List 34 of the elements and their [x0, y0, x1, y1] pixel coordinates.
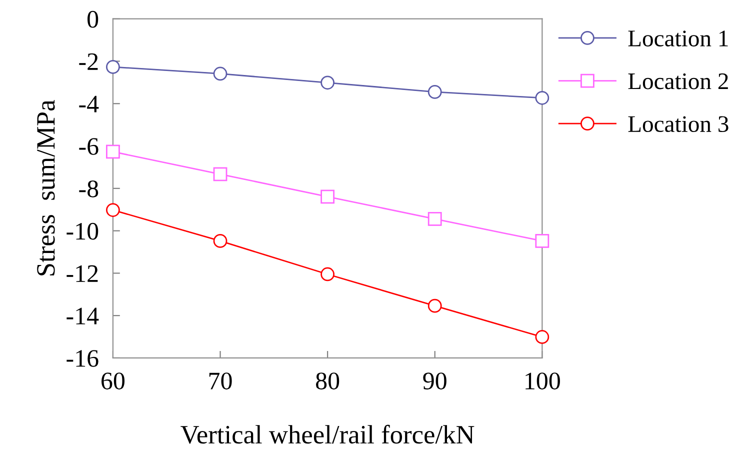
x-axis-title: Vertical wheel/rail force/kN — [180, 424, 474, 444]
x-tick-label: 60 — [102, 372, 124, 390]
legend-label: Location 3 — [628, 116, 728, 132]
point — [535, 90, 550, 105]
point — [535, 330, 550, 344]
x-tick-label: 70 — [209, 372, 232, 390]
y-tick-label: -10 — [66, 222, 98, 240]
y-tick-label: -14 — [66, 308, 99, 324]
y-tick-label: -12 — [66, 265, 98, 282]
y-tick-label: -6 — [79, 138, 98, 155]
legend-label: Location 1 — [628, 30, 728, 46]
y-axis-title: Stress sum/MPa — [37, 100, 55, 276]
y-tick-label: -16 — [66, 350, 98, 367]
y-tick-label: 0 — [88, 10, 98, 28]
x-tick-label: 90 — [423, 372, 446, 390]
point — [106, 203, 120, 217]
point — [320, 190, 334, 204]
point — [428, 85, 442, 99]
legend-label: Location 2 — [628, 73, 728, 90]
point — [106, 144, 120, 159]
point — [106, 60, 120, 74]
point — [535, 234, 550, 248]
x-tick-label: 100 — [526, 372, 560, 390]
y-tick-label: -8 — [79, 180, 98, 198]
point — [213, 167, 228, 182]
point — [320, 76, 334, 90]
point — [428, 212, 442, 226]
point — [213, 234, 228, 248]
point — [320, 267, 334, 282]
point — [213, 66, 228, 81]
x-tick-label: 80 — [316, 372, 340, 390]
y-tick-label: -2 — [79, 53, 98, 70]
y-tick-label: -4 — [79, 96, 99, 112]
point — [428, 298, 442, 313]
